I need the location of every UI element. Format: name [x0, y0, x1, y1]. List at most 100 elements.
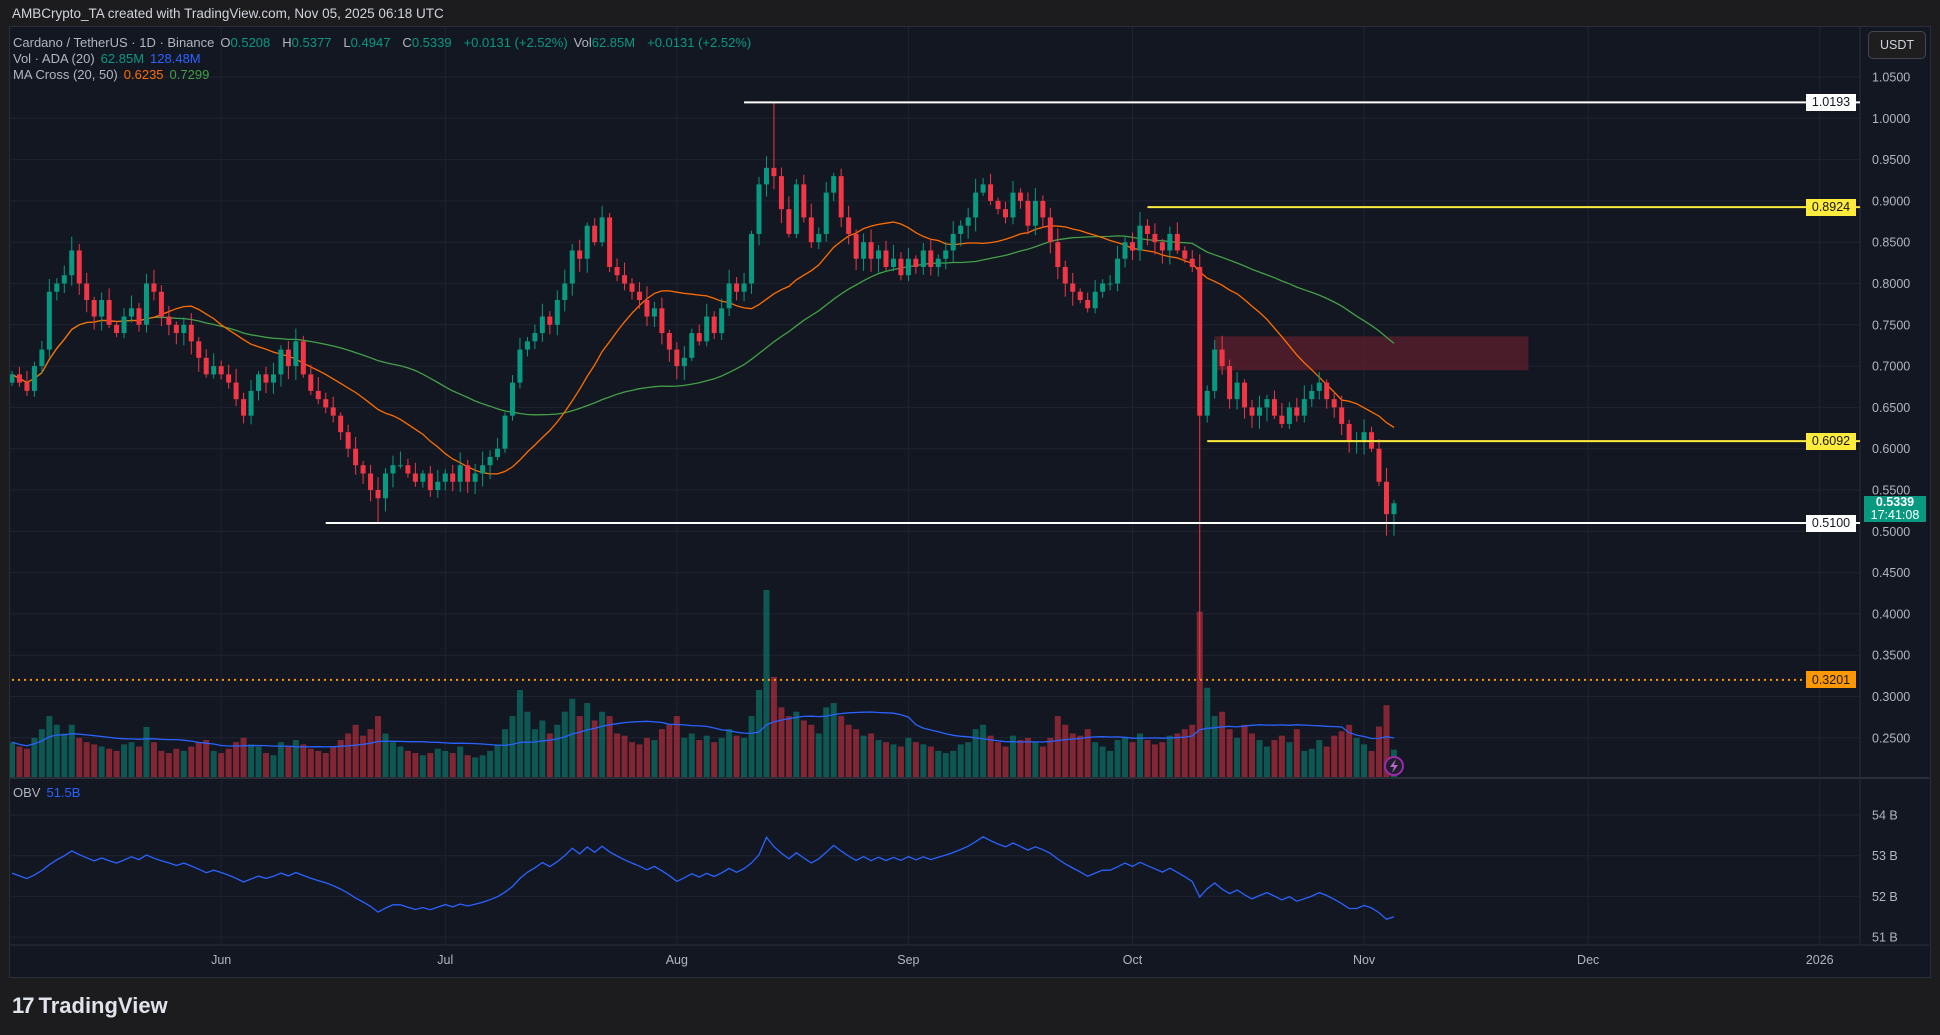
- candle[interactable]: [1010, 180, 1016, 225]
- candle[interactable]: [846, 205, 852, 245]
- candle[interactable]: [666, 329, 672, 362]
- candle[interactable]: [816, 227, 822, 250]
- tradingview-logo[interactable]: 17 TradingView: [12, 993, 168, 1019]
- candle[interactable]: [636, 282, 642, 309]
- candle[interactable]: [54, 278, 60, 301]
- candle[interactable]: [353, 436, 359, 475]
- candle[interactable]: [681, 346, 687, 381]
- candle[interactable]: [749, 230, 755, 294]
- candle[interactable]: [248, 380, 254, 425]
- candle[interactable]: [397, 451, 403, 469]
- candle[interactable]: [943, 241, 949, 270]
- candle[interactable]: [487, 450, 493, 480]
- candle[interactable]: [1361, 419, 1367, 455]
- candle[interactable]: [203, 349, 209, 378]
- candle[interactable]: [495, 438, 501, 461]
- candle[interactable]: [188, 313, 194, 355]
- candle[interactable]: [233, 368, 239, 407]
- candle[interactable]: [69, 236, 75, 286]
- candle[interactable]: [360, 460, 366, 484]
- candle[interactable]: [31, 361, 37, 397]
- candle[interactable]: [1100, 279, 1106, 298]
- candle[interactable]: [1182, 246, 1188, 263]
- candle[interactable]: [450, 464, 456, 492]
- candle[interactable]: [1040, 195, 1046, 228]
- candle[interactable]: [218, 360, 224, 380]
- candle[interactable]: [1167, 226, 1173, 265]
- candle[interactable]: [1331, 391, 1337, 418]
- candle[interactable]: [405, 458, 411, 478]
- candle[interactable]: [173, 321, 179, 345]
- candle[interactable]: [861, 233, 867, 271]
- candle[interactable]: [1369, 426, 1375, 453]
- candle[interactable]: [838, 168, 844, 227]
- candle[interactable]: [1242, 379, 1248, 419]
- candle[interactable]: [420, 470, 426, 488]
- candle[interactable]: [577, 239, 583, 272]
- candle[interactable]: [39, 341, 45, 373]
- candle[interactable]: [196, 336, 202, 372]
- candle[interactable]: [1376, 439, 1382, 486]
- candle[interactable]: [644, 286, 650, 327]
- candle[interactable]: [674, 342, 680, 380]
- candle[interactable]: [323, 392, 329, 414]
- candle[interactable]: [905, 248, 911, 282]
- candle[interactable]: [338, 412, 344, 440]
- candle[interactable]: [1092, 280, 1098, 314]
- candle[interactable]: [599, 205, 605, 247]
- candle[interactable]: [509, 375, 515, 421]
- volume-indicator-title[interactable]: Vol · ADA (20): [13, 51, 95, 66]
- candle[interactable]: [734, 277, 740, 301]
- candle[interactable]: [114, 320, 120, 338]
- candle[interactable]: [1279, 402, 1285, 429]
- candle[interactable]: [793, 178, 799, 239]
- candle[interactable]: [16, 366, 22, 387]
- chart-frame[interactable]: [9, 26, 1931, 978]
- candle[interactable]: [1137, 211, 1143, 261]
- candle[interactable]: [883, 240, 889, 271]
- candle[interactable]: [300, 335, 306, 378]
- candle[interactable]: [763, 156, 769, 197]
- candle[interactable]: [973, 178, 979, 232]
- candle[interactable]: [1286, 401, 1292, 430]
- candle[interactable]: [1234, 371, 1240, 410]
- candle[interactable]: [532, 324, 538, 350]
- candle[interactable]: [46, 278, 52, 358]
- candle[interactable]: [786, 196, 792, 238]
- lightning-icon[interactable]: [1384, 756, 1404, 776]
- obv-indicator-title[interactable]: OBV: [13, 785, 41, 800]
- candle[interactable]: [1219, 335, 1225, 375]
- candle[interactable]: [263, 366, 269, 394]
- candle[interactable]: [1294, 397, 1300, 422]
- candle[interactable]: [480, 451, 486, 487]
- candle[interactable]: [876, 245, 882, 273]
- candle[interactable]: [1301, 385, 1307, 423]
- candle[interactable]: [704, 303, 710, 347]
- candle[interactable]: [427, 465, 433, 497]
- candle[interactable]: [502, 412, 508, 453]
- candle[interactable]: [1062, 260, 1068, 297]
- candle[interactable]: [831, 172, 837, 202]
- candle[interactable]: [293, 328, 299, 381]
- candle[interactable]: [1212, 339, 1218, 399]
- candle[interactable]: [465, 459, 471, 494]
- candle[interactable]: [1316, 371, 1322, 400]
- candle[interactable]: [554, 290, 560, 336]
- candle[interactable]: [524, 336, 530, 357]
- candle[interactable]: [1017, 188, 1023, 209]
- candle[interactable]: [1189, 250, 1195, 273]
- candle[interactable]: [121, 307, 127, 339]
- candle[interactable]: [562, 269, 568, 312]
- candle[interactable]: [256, 371, 262, 401]
- candle[interactable]: [151, 269, 157, 301]
- candle[interactable]: [547, 311, 553, 335]
- candle[interactable]: [920, 242, 926, 275]
- candle[interactable]: [771, 102, 777, 190]
- candle[interactable]: [1324, 379, 1330, 409]
- candle[interactable]: [330, 396, 336, 423]
- candle[interactable]: [808, 203, 814, 249]
- candle[interactable]: [1077, 288, 1083, 304]
- candle[interactable]: [91, 296, 97, 330]
- candle[interactable]: [726, 269, 732, 317]
